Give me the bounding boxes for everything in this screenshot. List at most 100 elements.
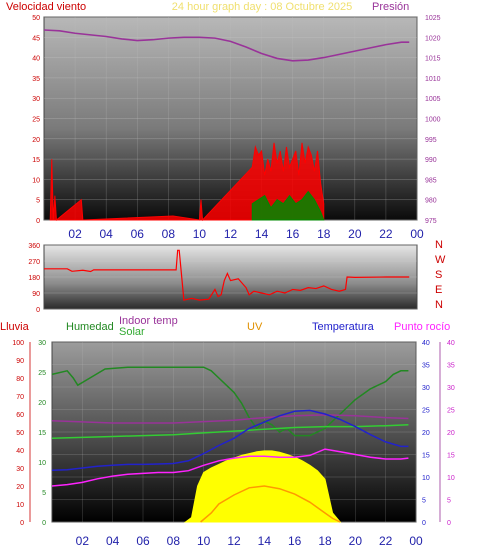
panel3-series-humedad	[51, 366, 409, 437]
panel3-x-tick-label: 04	[106, 534, 120, 548]
panel3-humedad-tick: 20	[38, 400, 46, 407]
panel3-lluvia-tick: 60	[16, 412, 24, 419]
label-temperatura: Temperatura	[312, 321, 375, 333]
panel1-right-tick-label: 1015	[425, 56, 441, 63]
panel3-humedad-tick: 5	[42, 490, 46, 497]
panel1-x-tick-label: 18	[317, 227, 331, 241]
panel1-x-tick-label: 20	[348, 227, 362, 241]
panel1-series-viento-racha	[49, 142, 325, 222]
panel1-x-tick-label: 22	[379, 227, 393, 241]
panel3-temp-tick: 10	[422, 475, 430, 482]
label-humedad: Humedad	[66, 321, 114, 333]
panel1-left-tick-label: 5	[36, 198, 40, 205]
panel3-x-tick-label: 08	[167, 534, 181, 548]
panel1-x-tick-label: 06	[131, 227, 145, 241]
panel1-x-tick-label: 04	[99, 227, 113, 241]
panel3-lluvia-tick: 30	[16, 466, 24, 473]
panel1-x-tick-label: 16	[286, 227, 300, 241]
panel1-left-tick-label: 50	[32, 15, 40, 22]
panel3-humedad-tick: 15	[38, 430, 46, 437]
panel1-left-tick-label: 10	[32, 177, 40, 184]
panel2-tick-label: 0	[36, 307, 40, 314]
panel3-lluvia-tick: 90	[16, 358, 24, 365]
panel1-left-tick-label: 35	[32, 76, 40, 83]
panel3-x-tick-label: 22	[379, 534, 393, 548]
panel2-compass-label: N	[435, 239, 443, 251]
panel1-right-tick-label: 1010	[425, 76, 441, 83]
panel3-x-tick-label: 10	[197, 534, 211, 548]
panel3-series-temperatura	[51, 409, 409, 471]
panel1-right-ticks: 975 980 985 990 995 1000 1005 1010 1015 1020 1025	[425, 15, 441, 225]
label-lluvia: Lluvia	[0, 321, 30, 333]
panel3-series-uv	[200, 485, 341, 523]
panel1-x-tick-label: 14	[255, 227, 269, 241]
panel2-compass-label: N	[435, 299, 443, 311]
panel3-temp-tick: 40	[422, 340, 430, 347]
panel1-right-axis-label: Presión	[372, 1, 409, 13]
panel2-tick-label: 90	[32, 291, 40, 298]
panel2-left-ticks: 0 90 180 270 360	[28, 243, 40, 314]
label-punto-rocio: Punto rocío	[394, 321, 450, 333]
label-indoor-temp: Indoor temp	[119, 315, 178, 327]
panel3-x-tick-label: 16	[288, 534, 302, 548]
panel3-temp-tick: 35	[422, 363, 430, 370]
panel3-lluvia-tick: 70	[16, 394, 24, 401]
panel3-x-tick-label: 02	[76, 534, 90, 548]
panel1-right-tick-label: 995	[425, 137, 437, 144]
panel3-lluvia-tick: 0	[20, 520, 24, 527]
panel1-series-viento-medio	[251, 190, 325, 221]
panel3-rocio-tick: 0	[447, 520, 451, 527]
panel1-right-tick-label: 980	[425, 198, 437, 205]
panel3-temp-tick: 25	[422, 408, 430, 415]
panel3-rocio-tick: 15	[447, 453, 455, 460]
panel3-x-tick-label: 14	[258, 534, 272, 548]
panel3-humedad-tick: 25	[38, 370, 46, 377]
panel1-series	[43, 29, 410, 222]
panel1-left-tick-label: 30	[32, 96, 40, 103]
panel3-temp-tick: 5	[422, 498, 426, 505]
panel3-temp-tick: 30	[422, 385, 430, 392]
panel1-left-tick-label: 0	[36, 218, 40, 225]
panel1-left-tick-label: 20	[32, 137, 40, 144]
panel3-series	[51, 366, 409, 523]
label-uv: UV	[247, 321, 263, 333]
panel1-x-tick-label: 08	[162, 227, 176, 241]
panel2-tick-label: 180	[28, 275, 40, 282]
panel2-compass-label: W	[435, 254, 446, 266]
panel3-lluvia-tick: 10	[16, 502, 24, 509]
panel3-x-tick-label: 00	[409, 534, 423, 548]
panel2-compass-label: E	[435, 284, 442, 296]
panel3-x-tick-label: 12	[227, 534, 241, 548]
panel3-x-ticks: 02 04 06 08 10 12 14 16 18 20 22 00	[76, 534, 423, 548]
panel1-x-ticks: 02 04 06 08 10 12 14 16 18 20 22 00	[68, 227, 424, 241]
panel3-temp-tick: 0	[422, 520, 426, 527]
panel3-rocio-tick: 10	[447, 475, 455, 482]
panel3-x-tick-label: 18	[318, 534, 332, 548]
panel3-lluvia-tick: 80	[16, 376, 24, 383]
label-solar: Solar	[119, 326, 145, 338]
panel1-x-tick-label: 10	[193, 227, 207, 241]
panel3-lluvia-tick: 40	[16, 448, 24, 455]
panel1-right-tick-label: 1000	[425, 117, 441, 124]
panel2-tick-label: 360	[28, 243, 40, 250]
panel3-x-tick-label: 06	[136, 534, 150, 548]
panel1-right-tick-label: 990	[425, 157, 437, 164]
panel3-rocio-tick: 25	[447, 408, 455, 415]
panel1-x-tick-label: 02	[68, 227, 82, 241]
panel1-left-tick-label: 15	[32, 157, 40, 164]
panel1-left-ticks: 0 5 10 15 20 25 30 35 40 45 50	[32, 15, 40, 225]
panel3-temp-tick: 15	[422, 453, 430, 460]
panel3-axis-ticks: 0102030405060708090100051015202530051015…	[12, 340, 455, 527]
panel1-left-tick-label: 45	[32, 35, 40, 42]
panel1-right-tick-label: 1025	[425, 15, 441, 22]
panel2-series	[44, 249, 410, 301]
panel3-humedad-tick: 0	[42, 520, 46, 527]
panel1-left-tick-label: 40	[32, 56, 40, 63]
panel2-series-direccion	[44, 249, 410, 301]
panel1-left-tick-label: 25	[32, 117, 40, 124]
panel1-right-tick-label: 1020	[425, 35, 441, 42]
panel3-rocio-tick: 20	[447, 430, 455, 437]
panel3-rocio-tick: 40	[447, 340, 455, 347]
panel1-title: 24 hour graph day : 08 Octubre 2025	[172, 1, 352, 13]
